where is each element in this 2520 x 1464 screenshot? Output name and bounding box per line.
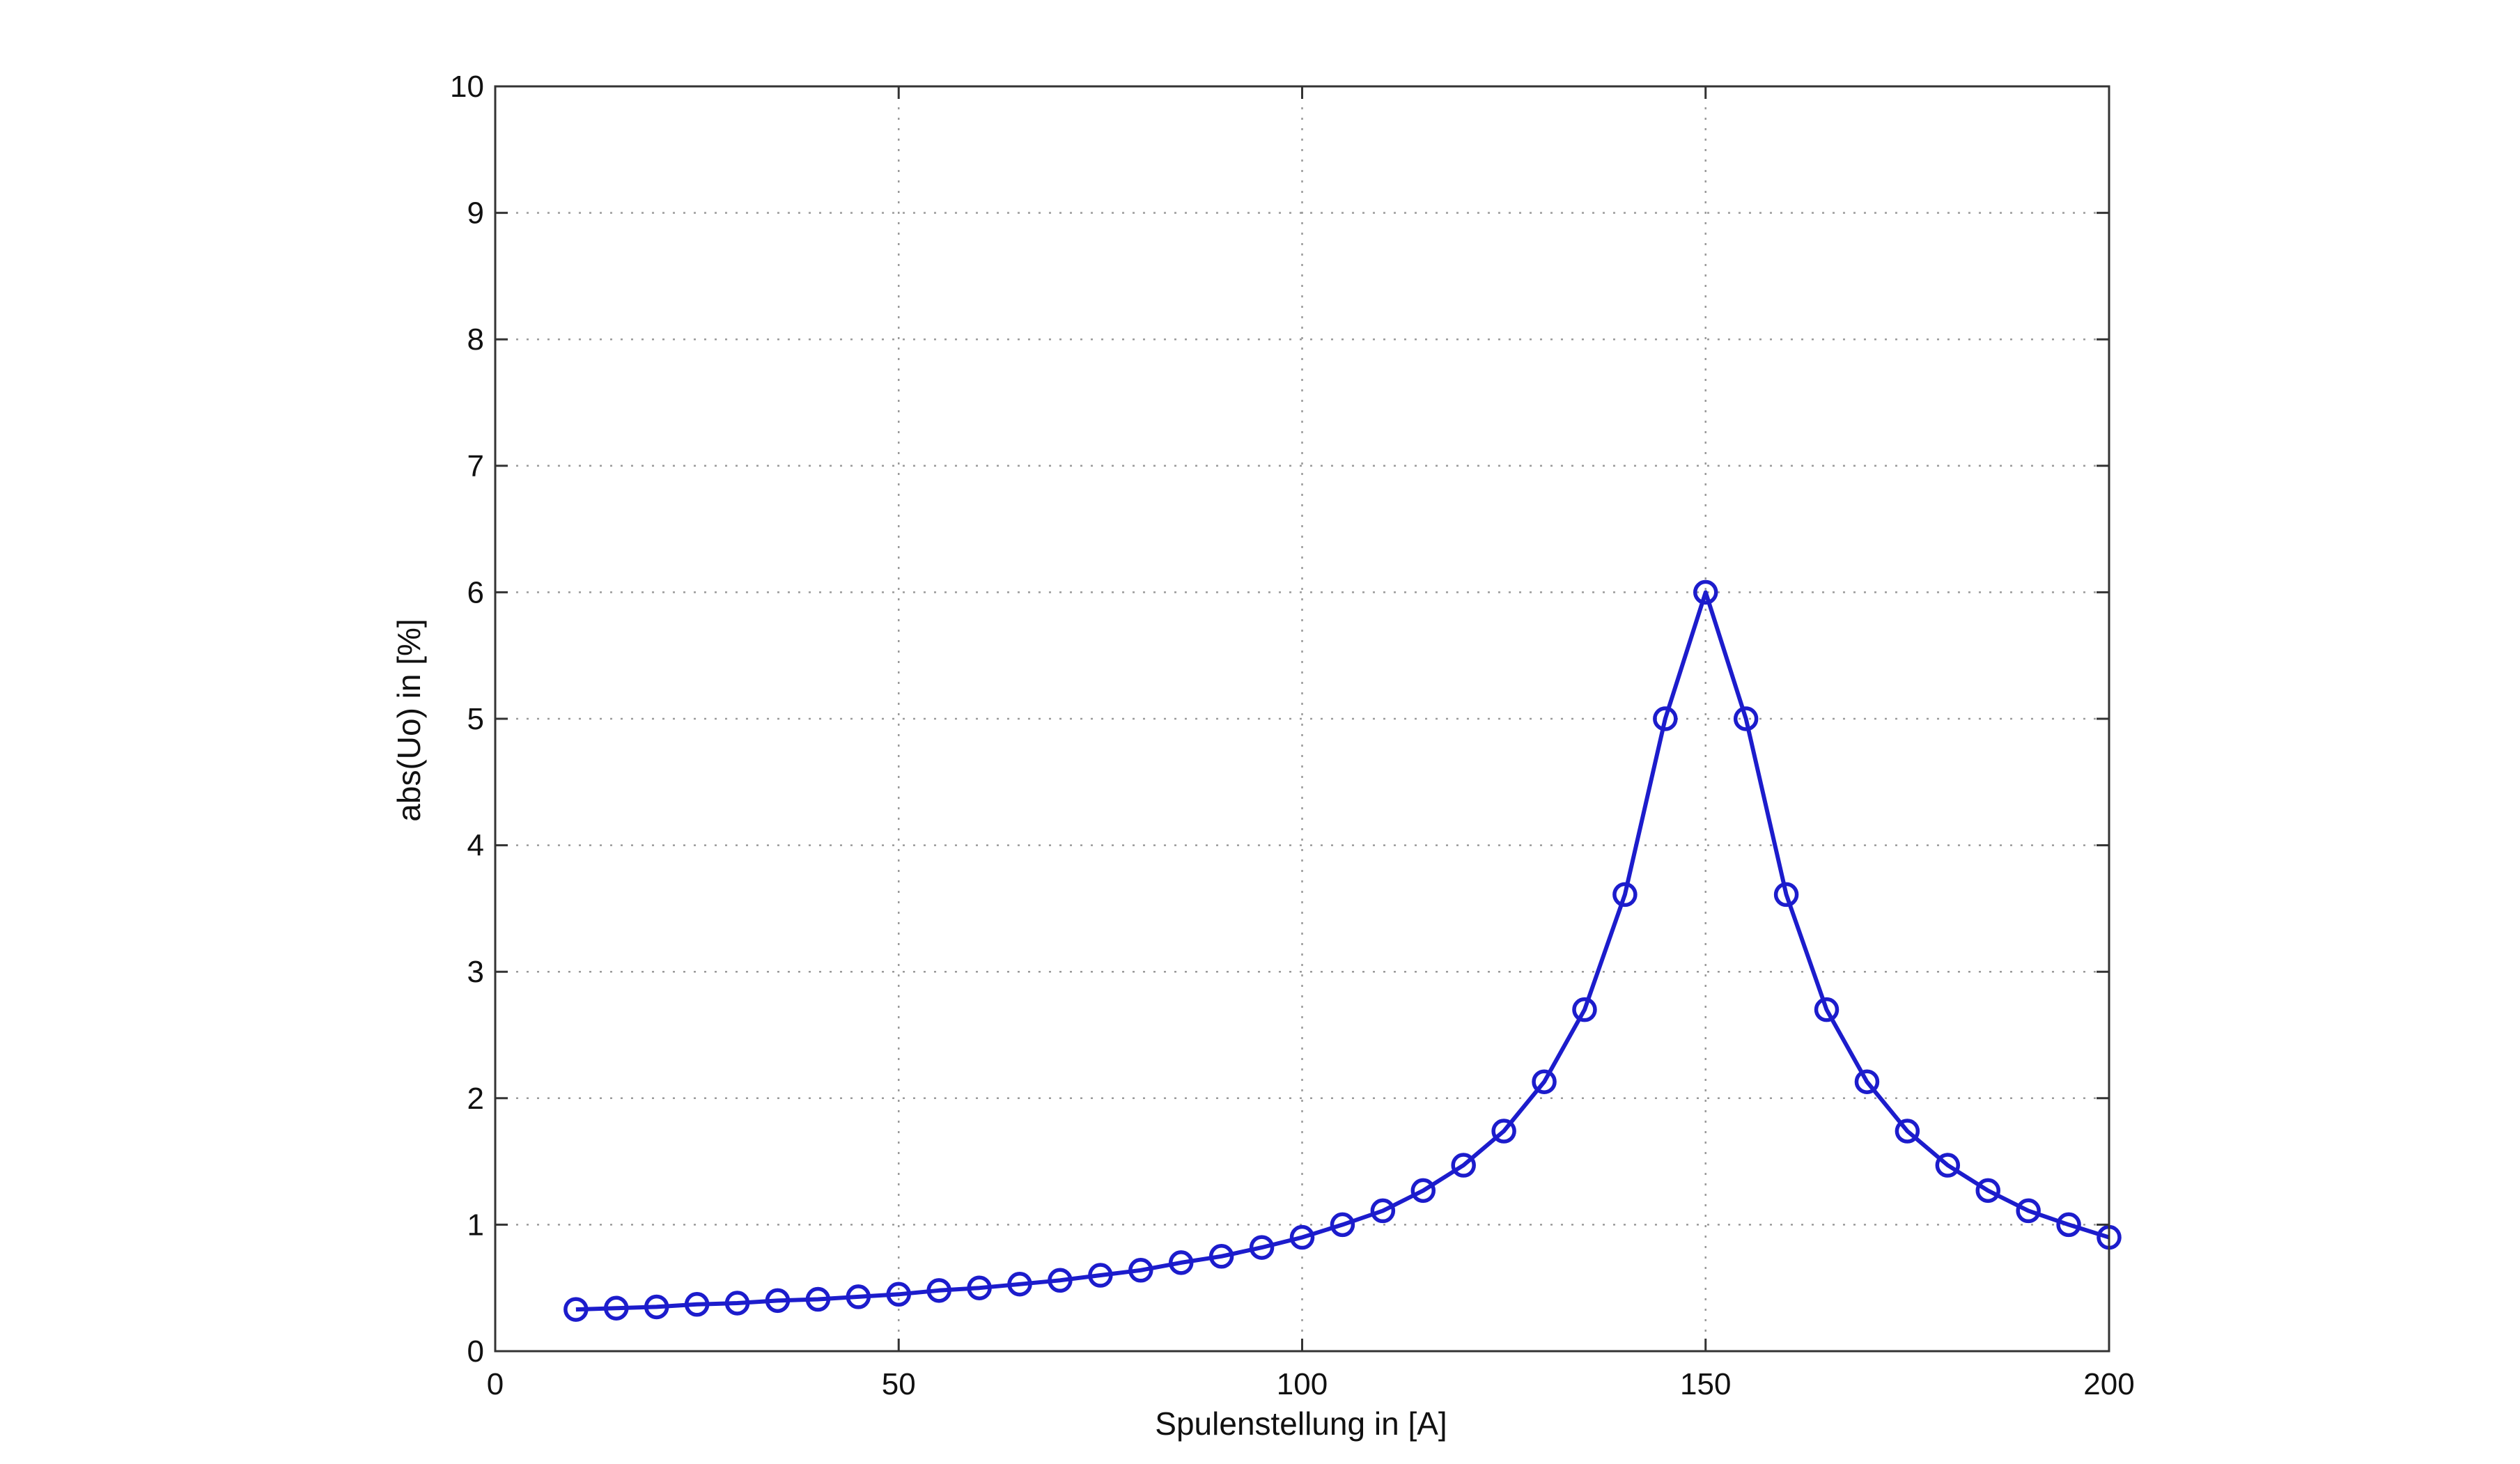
y-tick-label: 0 [467, 1334, 484, 1369]
data-point-marker [805, 1286, 831, 1312]
data-point-marker [1168, 1250, 1194, 1275]
x-tick-label: 200 [2083, 1367, 2134, 1401]
x-tick-label: 150 [1680, 1367, 1731, 1401]
data-point-marker [1693, 579, 1718, 605]
data-point-marker [1088, 1263, 1113, 1288]
y-tick-label: 10 [450, 70, 484, 104]
data-point-marker [1007, 1272, 1032, 1297]
data-point-marker [1653, 706, 1678, 731]
grid-lines [495, 86, 2109, 1351]
data-point-marker [1128, 1258, 1153, 1283]
data-point-marker [886, 1282, 911, 1307]
y-tick-label: 7 [467, 449, 484, 483]
data-point-marker [765, 1288, 791, 1314]
series-line [575, 590, 2110, 1312]
data-point-marker [1895, 1119, 1920, 1144]
data-point-marker [846, 1284, 871, 1309]
data-point-marker [967, 1275, 992, 1300]
data-point-marker [604, 1295, 629, 1321]
data-point-marker [1491, 1119, 1516, 1144]
data-series [563, 579, 2122, 1322]
x-axis-label: Spulenstellung in [A] [1155, 1405, 1447, 1442]
data-point-marker [1048, 1268, 1073, 1293]
axes [494, 85, 2110, 1353]
y-tick-label: 1 [467, 1208, 484, 1242]
tick-labels: 0 50 100 150 200 0 1 2 3 4 5 6 7 8 9 10 [450, 70, 2135, 1401]
data-point-marker [1814, 997, 1840, 1022]
data-point-marker [2056, 1212, 2081, 1238]
data-point-marker [1451, 1153, 1476, 1178]
series-0 [563, 579, 2122, 1322]
data-point-marker [2016, 1198, 2041, 1224]
x-tick-label: 0 [487, 1367, 504, 1401]
data-point-marker [1773, 882, 1799, 908]
plot-frame [494, 85, 2110, 1353]
data-point-marker [1208, 1244, 1234, 1269]
data-point-marker [1572, 997, 1597, 1022]
x-tick-label: 50 [882, 1367, 916, 1401]
y-tick-label: 2 [467, 1082, 484, 1116]
x-tick-label: 100 [1277, 1367, 1328, 1401]
data-point-marker [1532, 1069, 1557, 1094]
y-axis-label: abs(Uo) in [%] [391, 618, 427, 821]
data-point-marker [563, 1297, 589, 1322]
y-tick-label: 4 [467, 829, 484, 863]
data-point-marker [724, 1291, 750, 1316]
data-point-marker [1975, 1178, 2000, 1204]
data-point-marker [1330, 1212, 1355, 1238]
data-point-marker [1289, 1224, 1315, 1250]
y-tick-label: 3 [467, 955, 484, 989]
data-point-marker [1854, 1069, 1880, 1094]
y-tick-label: 8 [467, 322, 484, 357]
data-point-marker [1612, 882, 1638, 908]
data-point-marker [1370, 1198, 1396, 1224]
y-tick-label: 6 [467, 575, 484, 609]
data-point-marker [926, 1278, 951, 1303]
data-point-marker [1733, 706, 1759, 731]
data-point-marker [1249, 1235, 1275, 1260]
data-point-marker [1410, 1178, 1436, 1204]
y-tick-label: 5 [467, 702, 484, 736]
data-point-marker [644, 1294, 669, 1320]
y-tick-label: 9 [467, 196, 484, 231]
data-point-marker [1935, 1153, 1961, 1178]
data-point-marker [684, 1292, 710, 1317]
